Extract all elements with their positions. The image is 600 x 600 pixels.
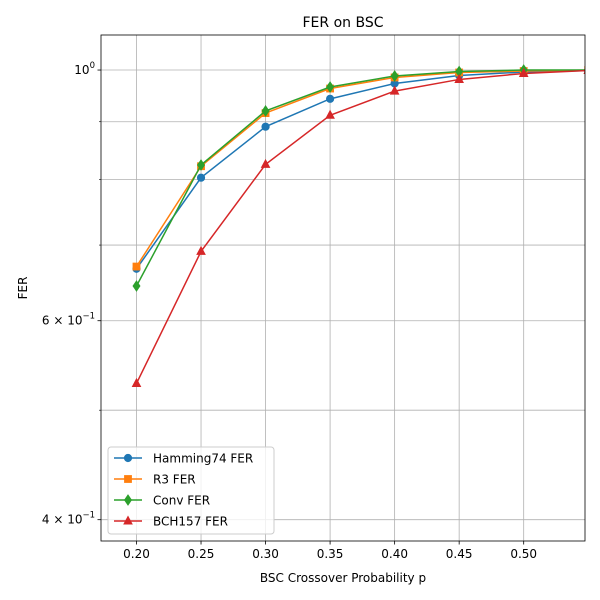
x-tick-label: 0.20: [123, 547, 150, 561]
data-point: [325, 94, 335, 103]
grid-lines: [101, 35, 585, 541]
data-point: [390, 70, 399, 82]
data-point: [261, 105, 270, 117]
series-line: [135, 69, 585, 270]
x-tick-label: 0.45: [446, 547, 473, 561]
legend-label: Conv FER: [153, 494, 210, 508]
plot-frame: [100, 34, 586, 542]
y-axis-ticks: 100 6 × 10−1 4 × 10−1: [42, 61, 101, 527]
series-conv-fer: [132, 64, 585, 292]
legend-marker: [124, 475, 132, 483]
data-point: [132, 280, 141, 292]
data-point: [518, 67, 529, 77]
data-point: [454, 73, 464, 83]
series-line: [135, 69, 585, 267]
y-axis-label: FER: [16, 277, 30, 300]
legend-marker: [123, 494, 133, 506]
data-point: [196, 245, 206, 255]
x-tick-label: 0.30: [252, 547, 279, 561]
data-point: [132, 262, 141, 271]
x-axis-ticks: 0.20 0.25 0.30 0.35 0.40 0.45 0.50: [123, 541, 537, 561]
data-point: [260, 158, 271, 168]
legend-marker: [123, 453, 133, 463]
data-point: [197, 159, 206, 171]
x-tick-label: 0.50: [510, 547, 537, 561]
x-tick-label: 0.25: [188, 547, 215, 561]
y-tick-label: 6 × 10−1: [42, 312, 95, 328]
x-axis-label: BSC Crossover Probability p: [260, 571, 426, 585]
series-line: [135, 69, 585, 287]
data-point: [196, 173, 206, 182]
y-tick-label: 4 × 10−1: [42, 511, 95, 527]
x-tick-label: 0.35: [317, 547, 344, 561]
legend: Hamming74 FER R3 FER Conv FER BCH157 FER: [107, 446, 275, 535]
legend-item: BCH157 FER: [114, 515, 228, 529]
data-point: [131, 377, 142, 387]
legend-label: R3 FER: [153, 473, 196, 487]
data-point: [325, 109, 335, 119]
data-point: [389, 85, 400, 95]
legend-label: Hamming74 FER: [153, 452, 253, 466]
legend-item: Conv FER: [114, 494, 210, 508]
series-lines: [131, 64, 585, 387]
series-bch157-fer: [131, 67, 585, 387]
legend-box: [107, 446, 275, 535]
data-point: [261, 122, 270, 131]
legend-item: R3 FER: [114, 473, 196, 487]
legend-marker: [123, 515, 133, 525]
series-line: [135, 69, 585, 384]
chart-title: FER on BSC: [303, 15, 384, 31]
x-tick-label: 0.40: [381, 547, 408, 561]
legend-label: BCH157 FER: [153, 515, 228, 529]
data-point: [326, 81, 335, 93]
y-tick-label: 100: [74, 61, 95, 77]
legend-item: Hamming74 FER: [114, 452, 253, 466]
